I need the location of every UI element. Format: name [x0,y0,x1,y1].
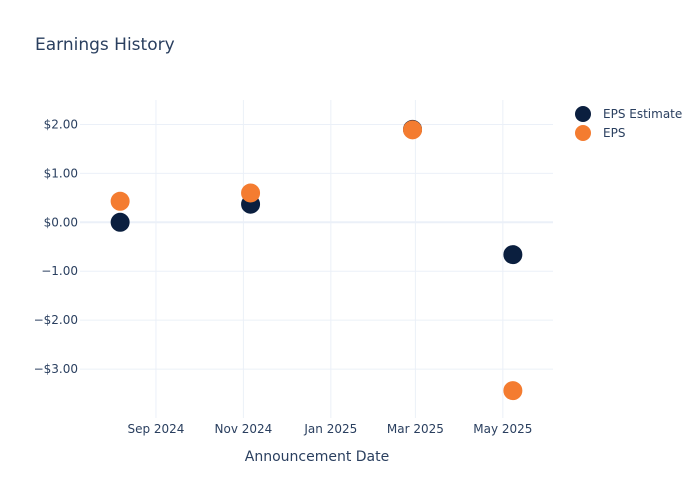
x-axis-title: Announcement Date [245,449,389,465]
x-tick-label: Mar 2025 [387,422,444,436]
x-tick-label: May 2025 [473,422,532,436]
y-tick-label: $2.00 [44,117,78,131]
eps-point[interactable] [110,191,130,211]
y-tick-label: $0.00 [44,215,78,229]
y-tick-label: −1.00 [41,264,78,278]
eps-estimate-point[interactable] [110,212,130,232]
data-points [110,119,523,401]
y-tick-labels: $2.00 $1.00 $0.00 −1.00 −$2.00 −$3.00 [34,117,78,376]
legend-item[interactable]: EPS Estimate [575,106,682,122]
eps-point[interactable] [403,120,423,140]
legend-item[interactable]: EPS [575,125,625,141]
legend-label: EPS Estimate [603,107,682,121]
grid-layer [80,100,553,418]
eps-point[interactable] [503,381,523,401]
eps-estimate-point[interactable] [503,245,523,265]
legend-marker [575,106,591,122]
legend: EPS Estimate EPS [575,106,682,141]
x-tick-labels: Sep 2024 Nov 2024 Jan 2025 Mar 2025 May 2025 [127,422,532,436]
y-tick-label: −$2.00 [34,313,78,327]
x-tick-label: Nov 2024 [215,422,273,436]
x-tick-label: Sep 2024 [127,422,184,436]
eps-point[interactable] [241,183,261,203]
chart-title: Earnings History [35,35,175,55]
y-tick-label: −$3.00 [34,362,78,376]
y-tick-label: $1.00 [44,166,78,180]
x-tick-label: Jan 2025 [303,422,357,436]
legend-label: EPS [603,126,625,140]
legend-marker [575,125,591,141]
